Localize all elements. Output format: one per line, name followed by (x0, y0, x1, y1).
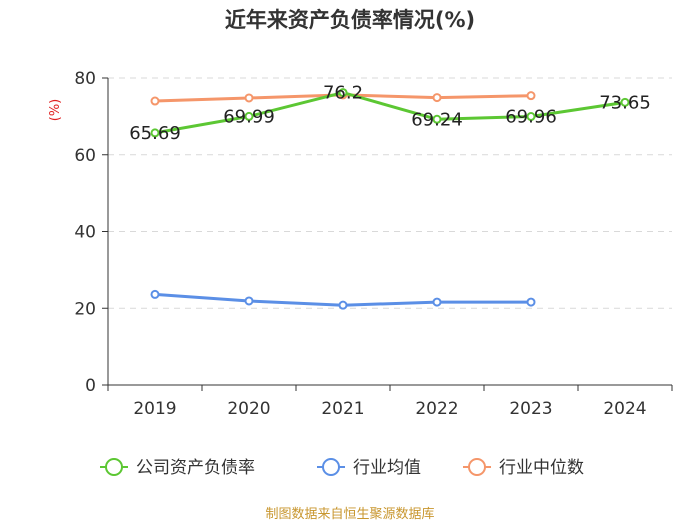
data-label-2023: 69.96 (505, 107, 557, 128)
x-tick-label-2019: 2019 (133, 399, 176, 419)
series-group (150, 88, 630, 310)
y-tick-label-40: 40 (74, 223, 96, 243)
legend-swatch-marker-0 (105, 458, 123, 476)
series-2-point-2022 (432, 93, 442, 103)
data-label-2024: 73.65 (599, 92, 651, 113)
data-label-2020: 69.99 (223, 106, 275, 127)
data-labels: 65.69 69.99 76.2 69.24 69.96 73.65 (129, 83, 651, 144)
legend-label-0: 公司资产负债率 (136, 458, 255, 478)
series-0-point-2022 (432, 114, 442, 124)
legend-label-2: 行业中位数 (499, 458, 584, 478)
y-axis-label: (%) (48, 99, 63, 122)
x-tick-label-2020: 2020 (227, 399, 270, 419)
series-1-point-2022 (432, 297, 442, 307)
legend-item-0[interactable]: 公司资产负债率 (100, 458, 255, 478)
series-line-0 (154, 91, 626, 135)
x-tick-label-2024: 2024 (603, 399, 646, 419)
series-0-point-2021 (338, 88, 348, 98)
y-tick-label-80: 80 (74, 69, 96, 89)
data-label-2021: 76.2 (323, 83, 363, 104)
series-0-point-2020 (244, 111, 254, 121)
legend[interactable]: 公司资产负债率 行业均值 行业中位数 (100, 458, 584, 478)
series-2-point-2020 (244, 93, 254, 103)
data-label-2019: 65.69 (129, 123, 181, 144)
series-1-point-2023 (526, 297, 536, 307)
legend-swatch-marker-2 (468, 458, 486, 476)
series-1-point-2021 (338, 300, 348, 310)
legend-item-2[interactable]: 行业中位数 (463, 458, 584, 478)
series-0-point-2024 (620, 97, 630, 107)
legend-swatch-marker-1 (322, 458, 340, 476)
legend-item-1[interactable]: 行业均值 (317, 458, 421, 478)
series-2-point-2019 (150, 96, 160, 106)
data-label-2022: 69.24 (411, 109, 463, 130)
x-tick-label-2021: 2021 (321, 399, 364, 419)
legend-label-1: 行业均值 (353, 458, 421, 478)
chart-title: 近年来资产负债率情况(%) (225, 8, 475, 32)
axes: 0 20 40 60 80 2019 2020 2021 2022 2023 2024 (74, 69, 673, 419)
x-tick-label-2022: 2022 (415, 399, 458, 419)
grid-lines (108, 77, 672, 309)
series-1-point-2019 (150, 289, 160, 299)
y-tick-label-20: 20 (74, 299, 96, 319)
source-note: 制图数据来自恒生聚源数据库 (265, 506, 434, 522)
series-2-point-2023 (526, 91, 536, 101)
series-0-point-2019 (150, 128, 160, 138)
series-0-point-2023 (526, 112, 536, 122)
y-tick-label-60: 60 (74, 146, 96, 166)
y-tick-label-0: 0 (85, 376, 96, 396)
series-1-point-2020 (244, 296, 254, 306)
x-tick-label-2023: 2023 (509, 399, 552, 419)
